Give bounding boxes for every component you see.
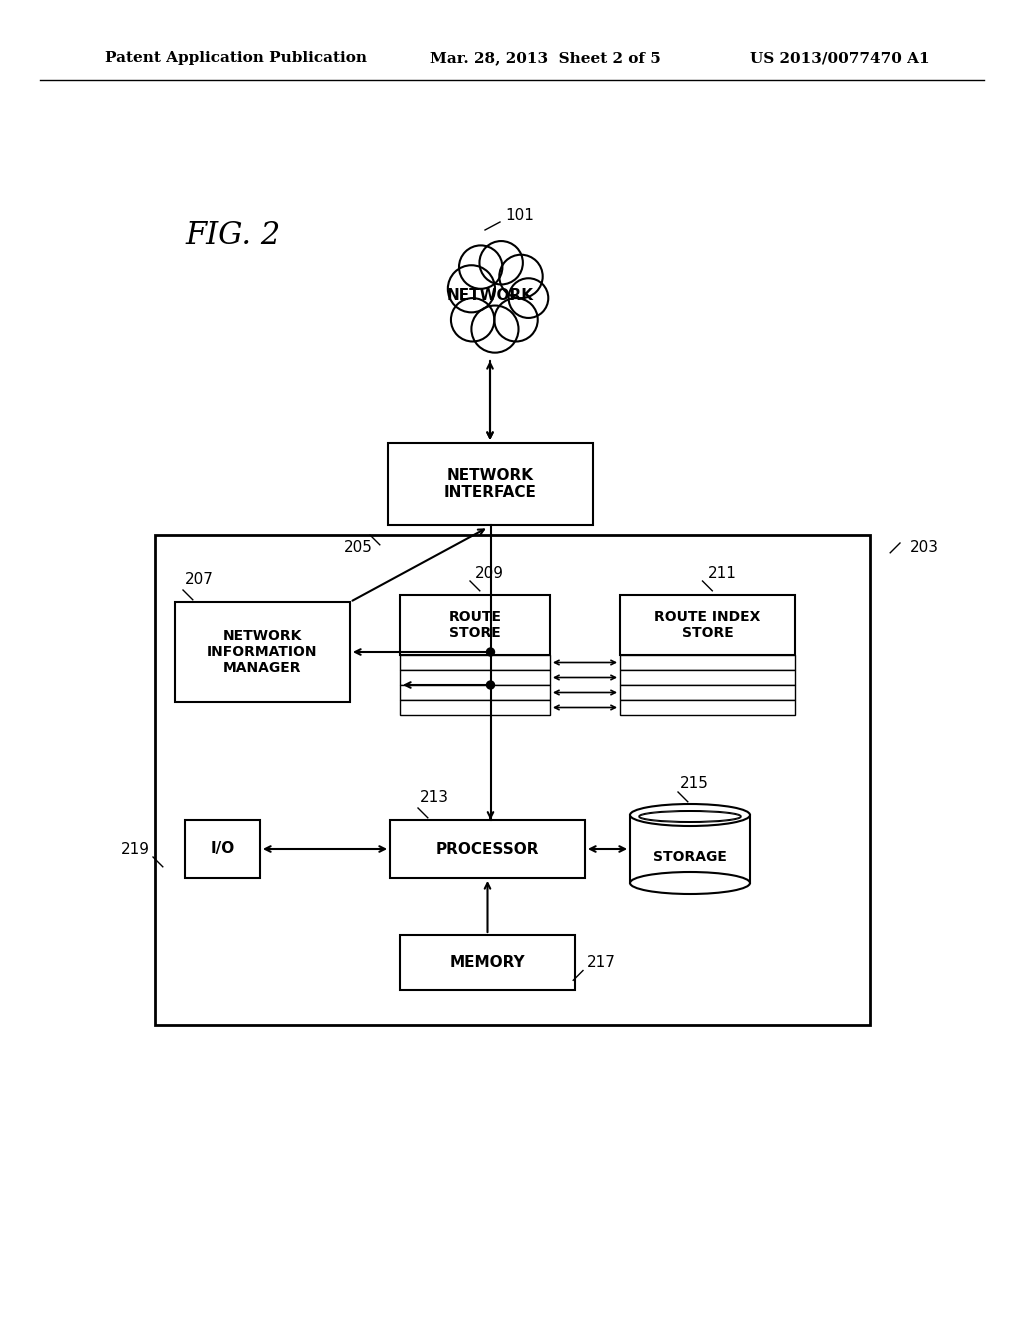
Text: 213: 213 xyxy=(420,791,449,805)
Text: NETWORK
INTERFACE: NETWORK INTERFACE xyxy=(444,467,537,500)
Text: Mar. 28, 2013  Sheet 2 of 5: Mar. 28, 2013 Sheet 2 of 5 xyxy=(430,51,660,65)
Circle shape xyxy=(500,255,543,298)
Text: NETWORK
INFORMATION
MANAGER: NETWORK INFORMATION MANAGER xyxy=(207,628,317,676)
Bar xyxy=(155,535,870,1026)
Bar xyxy=(620,655,795,671)
Ellipse shape xyxy=(630,873,750,894)
Circle shape xyxy=(447,265,495,313)
Bar xyxy=(620,595,795,655)
Text: 217: 217 xyxy=(587,954,615,970)
Bar xyxy=(185,820,260,878)
Text: 205: 205 xyxy=(344,540,373,554)
Text: MEMORY: MEMORY xyxy=(450,954,525,970)
Bar xyxy=(620,671,795,685)
Text: 209: 209 xyxy=(475,565,504,581)
Text: 211: 211 xyxy=(708,565,736,581)
Bar xyxy=(400,685,550,700)
Text: Patent Application Publication: Patent Application Publication xyxy=(105,51,367,65)
Circle shape xyxy=(471,305,518,352)
Text: 101: 101 xyxy=(505,207,534,223)
Text: FIG. 2: FIG. 2 xyxy=(185,219,281,251)
Bar xyxy=(620,700,795,715)
Text: 215: 215 xyxy=(680,776,709,792)
Bar xyxy=(630,814,750,883)
Text: ROUTE
STORE: ROUTE STORE xyxy=(449,610,502,640)
Bar xyxy=(400,595,550,655)
Text: 219: 219 xyxy=(121,842,150,857)
Bar xyxy=(400,935,575,990)
Text: ROUTE INDEX
STORE: ROUTE INDEX STORE xyxy=(654,610,761,640)
Circle shape xyxy=(459,246,503,289)
Bar xyxy=(400,671,550,685)
Circle shape xyxy=(486,681,495,689)
Circle shape xyxy=(495,298,538,342)
Circle shape xyxy=(479,242,523,285)
Text: PROCESSOR: PROCESSOR xyxy=(436,842,540,857)
Circle shape xyxy=(451,298,495,342)
Circle shape xyxy=(486,648,495,656)
Bar xyxy=(388,444,593,525)
Bar xyxy=(175,602,350,702)
Text: NETWORK: NETWORK xyxy=(446,288,534,302)
Bar xyxy=(400,655,550,671)
Text: 203: 203 xyxy=(910,540,939,554)
Bar xyxy=(390,820,585,878)
Bar xyxy=(620,685,795,700)
Text: I/O: I/O xyxy=(210,842,234,857)
Bar xyxy=(400,700,550,715)
Text: STORAGE: STORAGE xyxy=(653,850,727,865)
Text: US 2013/0077470 A1: US 2013/0077470 A1 xyxy=(750,51,930,65)
Ellipse shape xyxy=(630,804,750,826)
Text: 207: 207 xyxy=(185,573,214,587)
Circle shape xyxy=(509,279,548,318)
